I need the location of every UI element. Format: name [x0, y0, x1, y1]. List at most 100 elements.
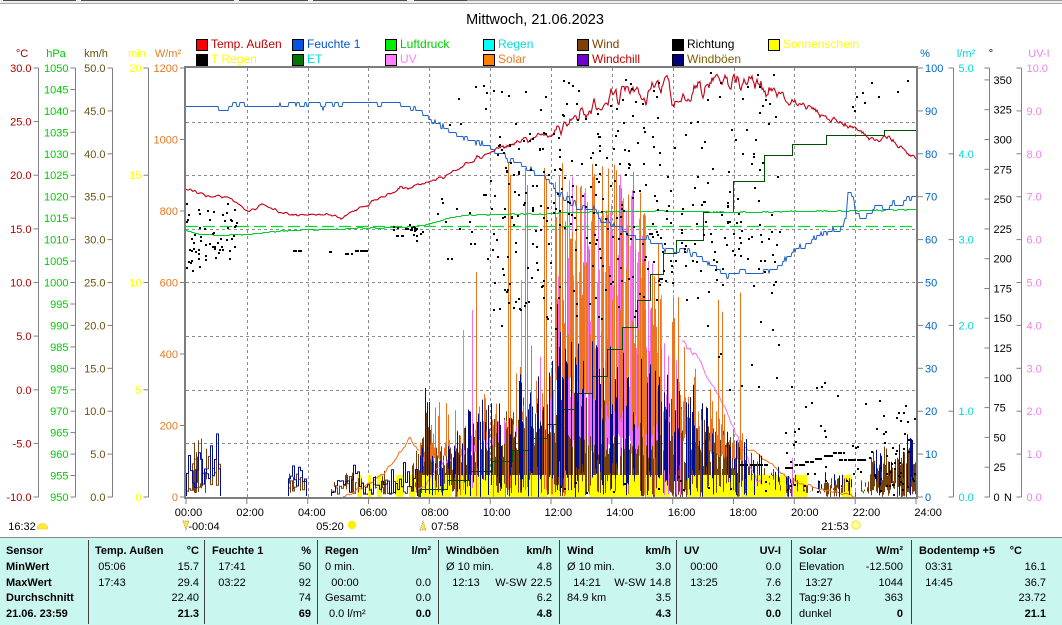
svg-text:200: 200: [994, 254, 1012, 266]
svg-text:24:00: 24:00: [914, 507, 942, 519]
svg-text:2.0: 2.0: [959, 320, 974, 332]
svg-text:hPa: hPa: [46, 48, 66, 60]
svg-text:5: 5: [135, 385, 141, 397]
svg-text:1010: 1010: [44, 235, 68, 247]
svg-text:1035: 1035: [44, 127, 68, 139]
svg-text:%: %: [920, 48, 930, 60]
svg-text:1030: 1030: [44, 149, 68, 161]
svg-text:100: 100: [925, 63, 943, 75]
svg-text:25.0: 25.0: [84, 278, 105, 290]
svg-text:10.0: 10.0: [84, 406, 105, 418]
svg-text:W/m²: W/m²: [155, 48, 182, 60]
svg-text:04:00: 04:00: [298, 507, 326, 519]
svg-text:175: 175: [994, 284, 1012, 296]
svg-text:18:00: 18:00: [729, 507, 757, 519]
svg-text:1005: 1005: [44, 256, 68, 268]
svg-text:275: 275: [994, 164, 1012, 176]
svg-text:UV-I: UV-I: [1028, 48, 1049, 60]
svg-text:N: N: [1004, 492, 1012, 504]
svg-text:50.0: 50.0: [84, 63, 105, 75]
svg-text:0: 0: [172, 492, 178, 504]
svg-text:40: 40: [925, 320, 937, 332]
svg-text:4.0: 4.0: [1027, 320, 1042, 332]
svg-text:200: 200: [160, 421, 178, 433]
svg-text:1015: 1015: [44, 213, 68, 225]
svg-text:960: 960: [50, 449, 68, 461]
svg-text:°C: °C: [16, 48, 28, 60]
svg-text:35.0: 35.0: [84, 192, 105, 204]
svg-text:1000: 1000: [44, 278, 68, 290]
svg-text:980: 980: [50, 363, 68, 375]
svg-text:400: 400: [160, 349, 178, 361]
svg-text:1045: 1045: [44, 85, 68, 97]
svg-text:06:00: 06:00: [360, 507, 388, 519]
svg-text:0: 0: [135, 492, 141, 504]
svg-text:70: 70: [925, 192, 937, 204]
svg-text:300: 300: [994, 135, 1012, 147]
svg-text:1025: 1025: [44, 170, 68, 182]
svg-text:15: 15: [129, 170, 141, 182]
svg-text:20: 20: [925, 406, 937, 418]
svg-text:00:00: 00:00: [175, 507, 203, 519]
svg-text:12:00: 12:00: [545, 507, 573, 519]
svg-text:-00:04: -00:04: [188, 521, 219, 533]
svg-text:955: 955: [50, 471, 68, 483]
svg-text:990: 990: [50, 320, 68, 332]
svg-text:0.0: 0.0: [90, 492, 105, 504]
svg-text:l/m²: l/m²: [957, 48, 976, 60]
svg-text:6.0: 6.0: [1027, 235, 1042, 247]
svg-text:80: 80: [925, 149, 937, 161]
svg-text:20.0: 20.0: [10, 170, 31, 182]
svg-text:10.0: 10.0: [10, 278, 31, 290]
svg-text:21:53: 21:53: [821, 521, 849, 533]
svg-text:1200: 1200: [154, 63, 178, 75]
svg-text:40.0: 40.0: [84, 149, 105, 161]
svg-text:225: 225: [994, 224, 1012, 236]
svg-text:0.0: 0.0: [16, 385, 31, 397]
svg-text:1050: 1050: [44, 63, 68, 75]
svg-text:100: 100: [994, 373, 1012, 385]
svg-text:30.0: 30.0: [84, 235, 105, 247]
svg-text:1.0: 1.0: [1027, 449, 1042, 461]
svg-text:1000: 1000: [154, 135, 178, 147]
svg-text:5.0: 5.0: [1027, 278, 1042, 290]
svg-text:9.0: 9.0: [1027, 106, 1042, 118]
svg-text:7.0: 7.0: [1027, 192, 1042, 204]
svg-text:45.0: 45.0: [84, 106, 105, 118]
svg-text:985: 985: [50, 342, 68, 354]
svg-text:30.0: 30.0: [10, 63, 31, 75]
svg-text:20.0: 20.0: [84, 320, 105, 332]
svg-text:1040: 1040: [44, 106, 68, 118]
svg-text:22:00: 22:00: [853, 507, 881, 519]
svg-text:15.0: 15.0: [84, 363, 105, 375]
svg-text:5.0: 5.0: [16, 331, 31, 343]
svg-text:75: 75: [994, 403, 1006, 415]
svg-text:250: 250: [994, 194, 1012, 206]
svg-text:05:20: 05:20: [316, 521, 344, 533]
svg-text:50: 50: [925, 278, 937, 290]
svg-text:3.0: 3.0: [959, 235, 974, 247]
svg-text:5.0: 5.0: [90, 449, 105, 461]
svg-text:08:00: 08:00: [421, 507, 449, 519]
svg-text:975: 975: [50, 385, 68, 397]
svg-text:16:00: 16:00: [668, 507, 696, 519]
svg-text:20: 20: [129, 63, 141, 75]
svg-text:800: 800: [160, 206, 178, 218]
svg-text:-5.0: -5.0: [13, 438, 32, 450]
svg-text:995: 995: [50, 299, 68, 311]
svg-text:50: 50: [994, 432, 1006, 444]
svg-text:950: 950: [50, 492, 68, 504]
svg-text:0: 0: [994, 492, 1000, 504]
svg-text:15.0: 15.0: [10, 224, 31, 236]
svg-text:30: 30: [925, 363, 937, 375]
svg-text:965: 965: [50, 428, 68, 440]
svg-text:125: 125: [994, 343, 1012, 355]
svg-text:1.0: 1.0: [959, 406, 974, 418]
svg-text:5.0: 5.0: [959, 63, 974, 75]
svg-text:10:00: 10:00: [483, 507, 511, 519]
svg-text:60: 60: [925, 235, 937, 247]
svg-text:3.0: 3.0: [1027, 363, 1042, 375]
svg-text:min: min: [128, 48, 146, 60]
svg-text:02:00: 02:00: [236, 507, 264, 519]
svg-text:16:32: 16:32: [8, 521, 36, 533]
